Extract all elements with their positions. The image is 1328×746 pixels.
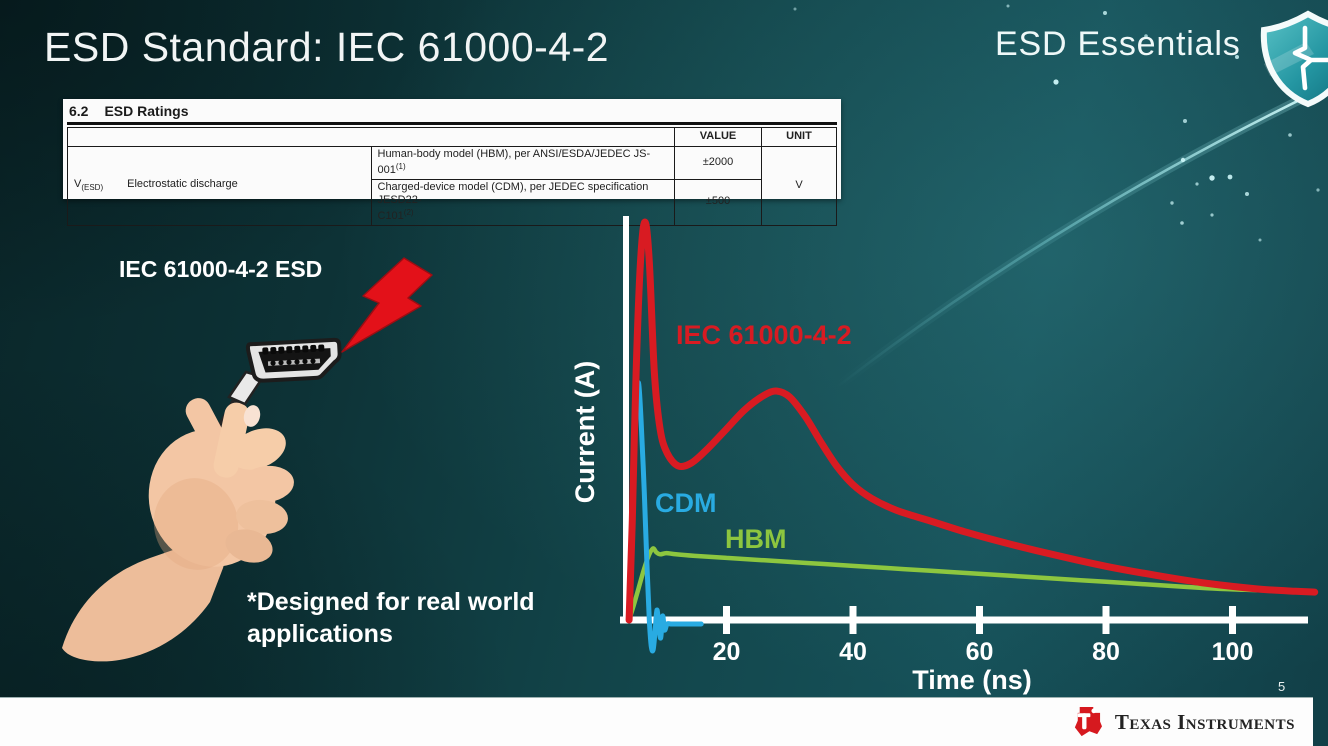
sparkle (1258, 238, 1262, 242)
light-beam-glow (833, 81, 1328, 392)
table-row-cdm: Charged-device model (CDM), per JEDEC sp… (68, 178, 837, 226)
page-title: ESD Standard: IEC 61000-4-2 (44, 24, 610, 70)
wrist (62, 540, 225, 662)
parameter-name: Electrostatic discharge (127, 178, 238, 191)
x-tick-label: 80 (1092, 638, 1120, 666)
illustration-note: *Designed for real world applications (247, 586, 535, 650)
x-tick-label: 20 (713, 638, 741, 666)
sparkle (1170, 201, 1174, 205)
section-name: ESD Ratings (104, 103, 189, 119)
ratings-table: VALUE UNIT V(ESD) Electrostatic discharge… (67, 127, 837, 226)
esd-ratings-card: 6.2 ESD Ratings VALUE UNIT V(ESD) Electros… (63, 99, 841, 226)
sparkle (1053, 79, 1059, 85)
table-row-hbm: V(ESD) Electrostatic discharge Human-body… (67, 146, 837, 226)
sparkle (1180, 157, 1186, 163)
shield-icon (1260, 10, 1328, 108)
light-beam (835, 84, 1328, 390)
thumb (185, 398, 234, 465)
curve-cdm (625, 379, 704, 654)
unit-cell: V (761, 146, 837, 226)
heartbeat-pulse-icon (1292, 25, 1328, 91)
curve-label-hbm: HBM (725, 524, 787, 554)
chart-curves (625, 218, 1319, 654)
finger-knuckle (236, 499, 288, 535)
ti-bug-icon (1074, 706, 1102, 736)
connector-pin-strip (267, 358, 321, 366)
x-axis-ticks: 20 40 60 80 100 (713, 606, 1254, 666)
illustration-label: IEC 61000-4-2 ESD (119, 256, 323, 282)
connector-opening (258, 348, 331, 373)
ti-bug-stem (1082, 712, 1087, 729)
connector-shell (245, 337, 342, 383)
index-finger (213, 402, 250, 478)
lightning-bolt-icon (341, 257, 433, 353)
finger-knuckle (225, 529, 273, 563)
connector-pins (262, 344, 325, 355)
symbol: V (74, 178, 82, 191)
note-line1: *Designed for real world (247, 588, 535, 616)
palm (148, 429, 276, 567)
finger-knuckle (240, 465, 294, 503)
cable (131, 381, 253, 602)
curve-label-iec: IEC 61000-4-2 (676, 320, 852, 350)
shield-outline (1260, 10, 1328, 108)
ti-logo-text: Texas Instruments (1114, 709, 1295, 734)
header-empty-cell (67, 127, 675, 147)
ti-bug-dot (1091, 708, 1096, 713)
sparkle (1006, 4, 1010, 8)
y-axis-label: Current (A) (570, 361, 600, 504)
cdm-description-cell: Charged-device model (CDM), per JEDEC sp… (370, 178, 675, 226)
sparkle (1227, 174, 1233, 180)
hbm-description-cell: Human-body model (HBM), per ANSI/ESDA/JE… (370, 146, 675, 180)
sparkle (1288, 133, 1292, 137)
hbm-value: ±2000 (674, 146, 762, 180)
hbm-description: Human-body model (HBM), per ANSI/ESDA/JE… (377, 148, 651, 176)
finger-knuckle (230, 428, 286, 470)
connector-pin-row2 (270, 358, 316, 366)
table-header-row: VALUE UNIT (67, 127, 837, 147)
palm-shade (153, 478, 239, 570)
sparkle (793, 7, 797, 11)
symbol-subscript: (ESD) (81, 183, 104, 193)
hdmi-connector (245, 337, 342, 383)
curve-label-cdm: CDM (655, 488, 717, 518)
note-line2: applications (247, 620, 393, 648)
x-tick-label: 60 (966, 638, 994, 666)
sparkle (1103, 11, 1107, 15)
curve-iec-61000-4-2 (625, 218, 1319, 624)
sparkle (1245, 192, 1249, 196)
curve-hbm (626, 546, 1286, 623)
sparkle (1183, 119, 1187, 123)
parameter-cell: V(ESD) Electrostatic discharge (67, 146, 372, 226)
page-number: 5 (1278, 679, 1286, 694)
cdm-value: ±500 (674, 178, 762, 226)
hbm-footnote: (1) (395, 161, 406, 171)
section-number: 6.2 (69, 103, 89, 119)
sparkle (1210, 213, 1214, 217)
footer-bar: Texas Instruments (0, 697, 1313, 746)
cdm-description-line2: C101 (377, 210, 404, 222)
x-tick-label: 40 (839, 638, 867, 666)
sparkle (1316, 188, 1320, 192)
sparkle (1209, 175, 1215, 181)
cdm-description-line1: Charged-device model (CDM), per JEDEC sp… (377, 180, 649, 207)
esd-essentials-label: ESD Essentials (995, 25, 1241, 63)
sparkle (1180, 221, 1184, 225)
unit-header: UNIT (761, 127, 837, 147)
fingernail (243, 405, 261, 427)
ti-logo: Texas Instruments (1071, 698, 1295, 746)
x-axis-label: Time (ns) (912, 665, 1032, 695)
table-section-title: 6.2 ESD Ratings (67, 102, 837, 125)
cdm-footnote: (2) (403, 208, 414, 217)
sparkle (1195, 182, 1199, 186)
ti-bug-shape (1074, 706, 1102, 736)
connector-tab (227, 370, 265, 406)
x-tick-label: 100 (1212, 638, 1254, 666)
value-header: VALUE (674, 127, 762, 147)
